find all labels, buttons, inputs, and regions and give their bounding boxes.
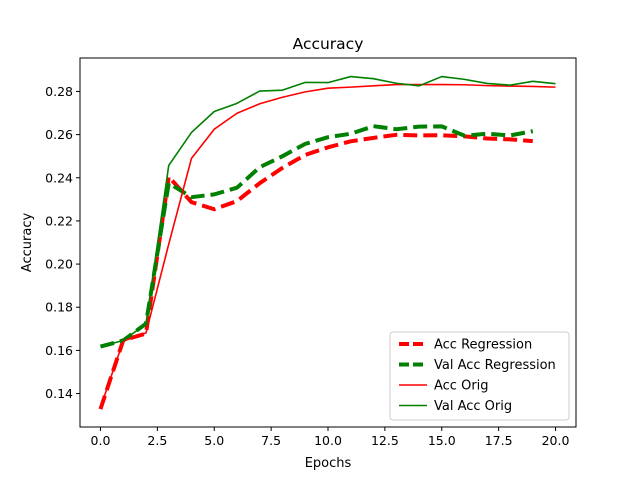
x-tick-label: 10.0 — [314, 433, 342, 448]
y-axis-label: Accuracy — [20, 213, 35, 273]
x-tick-label: 5.0 — [204, 433, 224, 448]
x-tick-label: 7.5 — [261, 433, 281, 448]
x-tick-label: 20.0 — [542, 433, 570, 448]
legend-label-4: Val Acc Orig — [434, 399, 512, 414]
x-tick-label: 0.0 — [91, 433, 111, 448]
y-tick-label: 0.16 — [45, 343, 73, 358]
x-tick-label: 17.5 — [485, 433, 513, 448]
series-line-2 — [99, 124, 534, 349]
y-tick-label: 0.24 — [45, 170, 73, 185]
y-tick-label: 0.18 — [45, 300, 73, 315]
series-line-1 — [98, 132, 533, 410]
x-axis-label: Epochs — [305, 456, 352, 471]
legend: Acc Regression Val Acc Regression Acc Orig… — [389, 331, 570, 421]
y-tick-label: 0.22 — [45, 213, 73, 228]
y-axis-ticks: 0.14 0.16 0.18 0.20 0.22 0.24 0.26 0.28 — [45, 84, 80, 401]
x-axis-ticks: 0.0 2.5 5.0 7.5 10.0 12.5 15.0 17.5 20.0 — [91, 427, 570, 448]
y-tick-label: 0.26 — [45, 127, 73, 142]
x-tick-label: 12.5 — [371, 433, 399, 448]
legend-label-3: Acc Orig — [434, 379, 489, 394]
series-layer — [98, 75, 556, 410]
y-tick-label: 0.14 — [45, 386, 73, 401]
y-tick-label: 0.20 — [45, 257, 73, 272]
series-line-4 — [100, 75, 556, 348]
legend-box — [389, 331, 570, 421]
chart-title: Accuracy — [293, 35, 364, 53]
series-line-3 — [99, 83, 556, 408]
y-tick-label: 0.28 — [45, 84, 73, 99]
legend-label-1: Acc Regression — [434, 338, 532, 353]
x-tick-label: 15.0 — [428, 433, 456, 448]
legend-label-2: Val Acc Regression — [434, 358, 556, 373]
x-tick-label: 2.5 — [147, 433, 167, 448]
